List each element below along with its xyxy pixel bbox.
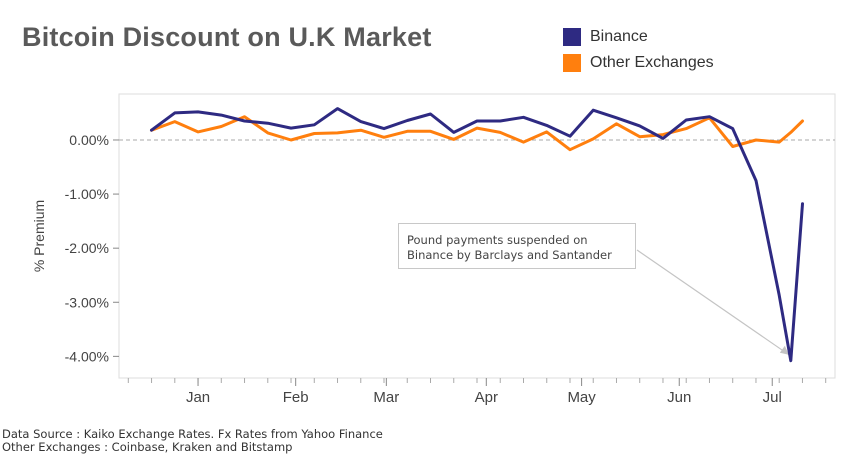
y-tick-label: -1.00% [65,186,109,202]
legend-swatch-binance [563,28,581,46]
y-tick-label: -2.00% [65,240,109,256]
x-tick-label: Jan [186,389,210,406]
annotation-line-2: Binance by Barclays and Santander [407,248,612,262]
x-tick-label: May [567,389,596,406]
series-line-binance [150,107,804,363]
series-line-other-exchanges [150,115,804,152]
footnote-other-exchanges: Other Exchanges : Coinbase, Kraken and B… [2,440,293,454]
y-axis-label: % Premium [31,200,47,272]
annotation-arrow-line [636,249,790,356]
y-tick-label: 0.00% [69,132,109,148]
legend-item-other-exchanges[interactable]: Other Exchanges [563,50,714,76]
x-tick-label: Jul [763,389,782,406]
legend-label-other-exchanges: Other Exchanges [590,54,714,71]
x-tick-label: Mar [373,389,399,406]
x-tick-label: Apr [475,389,498,406]
legend-swatch-other-exchanges [563,54,581,72]
x-tick-label: Feb [283,389,309,406]
annotation-arrow-head [779,345,789,355]
footnote-data-source: Data Source : Kaiko Exchange Rates. Fx R… [2,427,383,441]
legend-item-binance[interactable]: Binance [563,24,714,50]
chart-legend: Binance Other Exchanges [563,24,714,76]
y-tick-label: -3.00% [65,294,109,310]
annotation-box: Pound payments suspended on Binance by B… [398,223,636,269]
chart-title: Bitcoin Discount on U.K Market [22,22,432,52]
footnotes: Data Source : Kaiko Exchange Rates. Fx R… [2,428,383,454]
x-tick-label: Jun [667,389,691,406]
annotation-line-1: Pound payments suspended on [407,233,588,247]
legend-label-binance: Binance [590,28,648,45]
y-tick-label: -4.00% [65,348,109,364]
